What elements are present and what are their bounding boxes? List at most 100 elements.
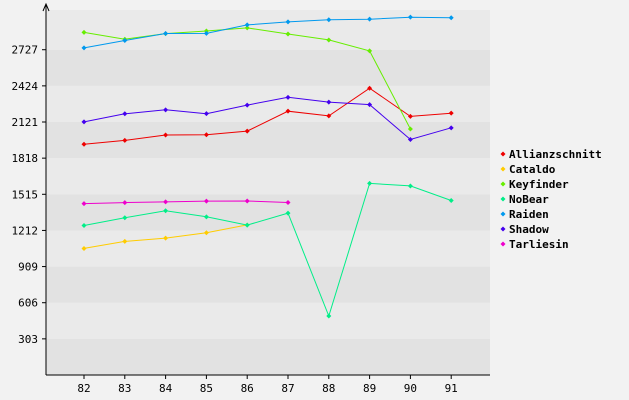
data-point bbox=[285, 31, 291, 37]
data-point bbox=[367, 85, 373, 91]
legend-marker bbox=[500, 196, 506, 202]
x-tick-label: 86 bbox=[241, 382, 254, 395]
legend-label: Cataldo bbox=[509, 163, 556, 176]
series-line bbox=[83, 200, 289, 205]
grid-band bbox=[46, 338, 490, 375]
legend-label: Tarliesin bbox=[509, 238, 569, 251]
data-point bbox=[326, 37, 332, 43]
x-tick-label: 91 bbox=[445, 382, 458, 395]
series-shadow bbox=[81, 94, 454, 143]
data-point bbox=[244, 22, 250, 28]
y-axis-arrow bbox=[42, 2, 50, 12]
data-point bbox=[244, 102, 250, 108]
x-tick-label: 89 bbox=[363, 382, 376, 395]
series-lines bbox=[81, 14, 454, 319]
data-point bbox=[81, 141, 87, 147]
data-point bbox=[244, 222, 250, 228]
data-point bbox=[326, 313, 332, 319]
data-point bbox=[81, 45, 87, 51]
grid-band bbox=[46, 266, 490, 303]
y-tick-label: 2727 bbox=[12, 44, 39, 57]
grid-band bbox=[46, 158, 490, 195]
data-point bbox=[203, 132, 209, 138]
x-tick-label: 83 bbox=[118, 382, 131, 395]
data-point bbox=[407, 113, 413, 119]
grid-bands bbox=[46, 10, 490, 375]
legend-marker bbox=[500, 226, 506, 232]
data-point bbox=[244, 198, 250, 204]
grid-band bbox=[46, 122, 490, 159]
grid-band bbox=[46, 10, 490, 50]
data-point bbox=[326, 113, 332, 119]
series-line bbox=[83, 182, 452, 318]
grid-band bbox=[46, 194, 490, 231]
data-point bbox=[285, 108, 291, 114]
data-point bbox=[81, 223, 87, 229]
legend-marker bbox=[500, 241, 506, 247]
data-point bbox=[203, 198, 209, 204]
y-tick-label: 1515 bbox=[12, 188, 39, 201]
y-tick-label: 303 bbox=[18, 333, 38, 346]
data-point bbox=[367, 180, 373, 186]
data-point bbox=[163, 30, 169, 36]
data-point bbox=[122, 238, 128, 244]
x-tick-label: 84 bbox=[159, 382, 173, 395]
y-tick-label: 2121 bbox=[12, 116, 39, 129]
data-point bbox=[448, 125, 454, 131]
data-point bbox=[122, 215, 128, 221]
data-point bbox=[203, 214, 209, 220]
legend-marker bbox=[500, 166, 506, 172]
data-point bbox=[203, 111, 209, 117]
legend-label: Shadow bbox=[509, 223, 549, 236]
data-point bbox=[448, 110, 454, 116]
data-point bbox=[163, 235, 169, 241]
legend-label: Raiden bbox=[509, 208, 549, 221]
legend: Allianzschnitt Cataldo Keyfinder NoBear Raid… bbox=[500, 148, 602, 251]
x-tick-label: 88 bbox=[322, 382, 335, 395]
data-point bbox=[122, 38, 128, 44]
series-line bbox=[83, 96, 452, 141]
series-line bbox=[83, 16, 452, 49]
series-line bbox=[83, 87, 452, 145]
legend-marker bbox=[500, 181, 506, 187]
data-point bbox=[122, 200, 128, 206]
y-tick-label: 2424 bbox=[12, 80, 39, 93]
data-point bbox=[122, 137, 128, 143]
data-point bbox=[163, 199, 169, 205]
data-point bbox=[285, 200, 291, 206]
data-point bbox=[244, 128, 250, 134]
series-nobear bbox=[81, 180, 454, 319]
grid-band bbox=[46, 49, 490, 86]
data-point bbox=[407, 137, 413, 143]
data-point bbox=[203, 30, 209, 36]
x-tick-labels: 82 83 84 85 86 87 88 89 90 91 bbox=[77, 375, 458, 395]
legend-label: NoBear bbox=[509, 193, 549, 206]
data-point bbox=[326, 99, 332, 105]
data-point bbox=[367, 16, 373, 22]
y-tick-label: 1212 bbox=[12, 224, 39, 237]
series-allianzschnitt bbox=[81, 85, 454, 147]
axes bbox=[42, 2, 490, 376]
x-tick-label: 85 bbox=[200, 382, 213, 395]
data-point bbox=[448, 197, 454, 203]
series-raiden bbox=[81, 14, 454, 51]
y-tick-label: 909 bbox=[18, 261, 38, 274]
legend-label: Allianzschnitt bbox=[509, 148, 602, 161]
data-point bbox=[81, 201, 87, 207]
data-point bbox=[326, 17, 332, 23]
legend-marker bbox=[500, 211, 506, 217]
x-tick-label: 90 bbox=[404, 382, 417, 395]
grid-band bbox=[46, 302, 490, 339]
legend-label: Keyfinder bbox=[509, 178, 569, 191]
data-point bbox=[163, 132, 169, 138]
data-point bbox=[81, 245, 87, 251]
data-point bbox=[367, 48, 373, 54]
y-tick-labels: 303 606 909 1212 1515 1818 2121 2424 2727 bbox=[12, 44, 46, 346]
data-point bbox=[407, 183, 413, 189]
series-tarliesin bbox=[81, 198, 291, 207]
data-point bbox=[122, 111, 128, 117]
data-point bbox=[203, 230, 209, 236]
data-point bbox=[244, 25, 250, 31]
data-point bbox=[367, 102, 373, 108]
